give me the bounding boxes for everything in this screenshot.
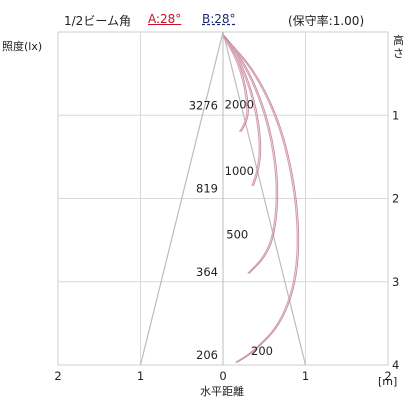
x-tick-label: 0 [219, 369, 226, 383]
beam-angle-label: 1/2ビーム角 [64, 14, 131, 28]
chart-labels: 2 1 0 1 2 1 2 3 4 3276 819 364 206 2000 1000 500 200 [54, 98, 399, 383]
center-lux-label: 364 [196, 265, 218, 279]
x-tick-label: 2 [384, 369, 391, 383]
x-tick-label: 2 [54, 369, 61, 383]
isolux-label: 500 [226, 227, 248, 241]
maintenance-factor-label: (保守率:1.00) [288, 14, 365, 28]
y-axis-label: 照度(lx) [2, 39, 42, 53]
isolux-label: 1000 [225, 164, 254, 178]
beam-spread-line-left [139, 31, 224, 366]
height-axis-label: 高 [393, 33, 404, 47]
isolux-curve-a-200 [222, 35, 298, 364]
x-tick-label: 1 [302, 369, 309, 383]
isolux-curve-a-1000 [222, 35, 260, 187]
beam-b-label: B:28° [202, 12, 236, 26]
center-lux-label: 206 [196, 348, 218, 362]
x-axis-label: 水平距離 [200, 384, 244, 398]
height-tick-label: 1 [392, 108, 399, 122]
height-tick-label: 4 [392, 358, 399, 372]
isolux-label: 200 [251, 344, 273, 358]
beam-a-label: A:28° [148, 12, 182, 26]
isolux-curve-b-200 [224, 35, 300, 363]
height-axis-label-2: さ [393, 47, 404, 60]
center-lux-label: 819 [196, 182, 218, 196]
height-tick-label: 3 [392, 275, 399, 289]
height-tick-label: 2 [392, 192, 399, 206]
isolux-curve-a-500 [222, 35, 277, 274]
x-axis-unit: [m] [378, 375, 397, 388]
beam-spread-lines [139, 31, 307, 366]
isolux-label: 2000 [225, 98, 254, 112]
center-lux-label: 3276 [189, 98, 218, 112]
x-tick-label: 1 [137, 369, 144, 383]
isolux-curves [222, 35, 300, 364]
beam-spread-line-right [222, 31, 307, 366]
